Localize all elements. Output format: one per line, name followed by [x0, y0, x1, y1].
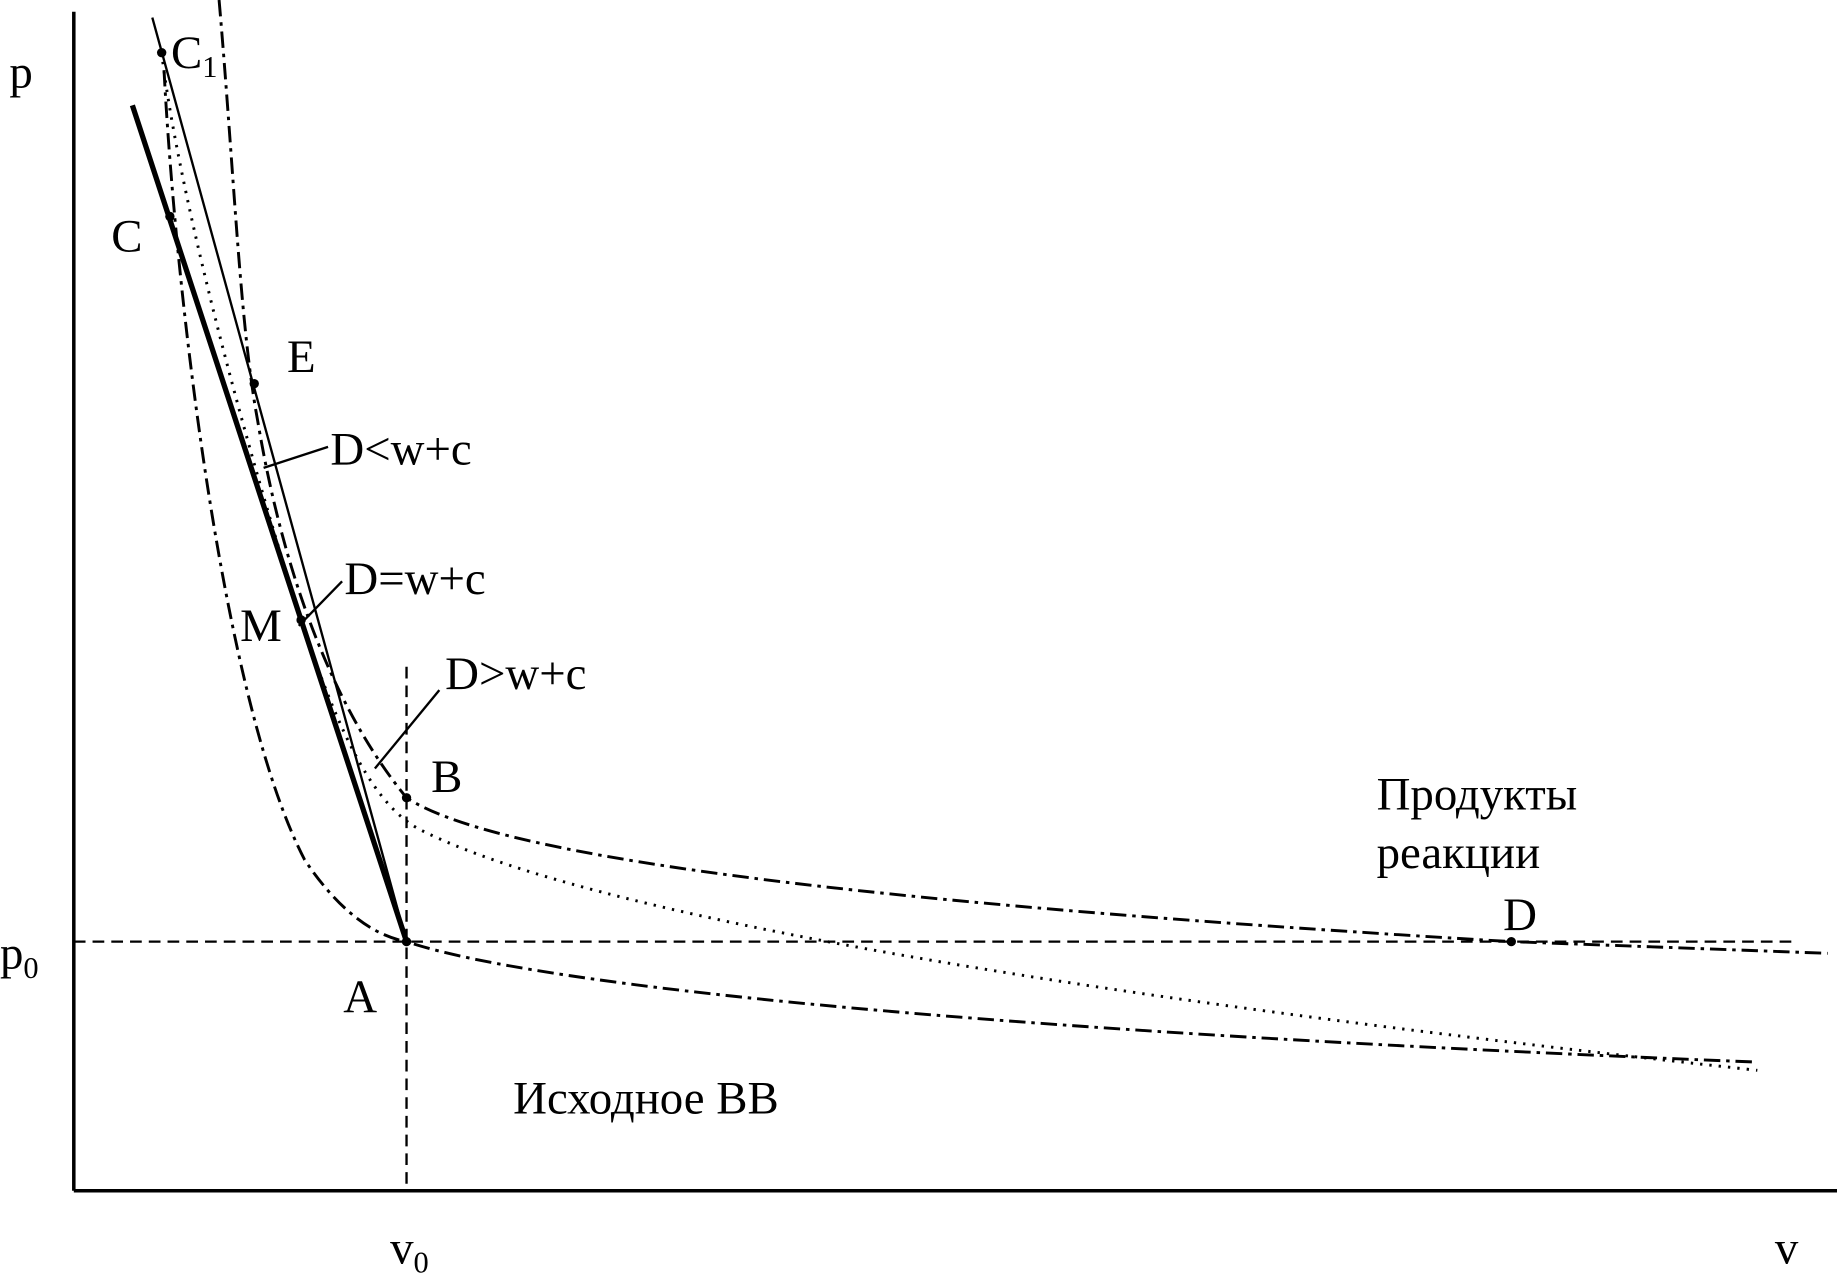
point-label: M [240, 600, 282, 652]
region-label: Продукты [1377, 768, 1578, 820]
point-label: C1 [171, 27, 217, 84]
point-label: E [287, 331, 316, 383]
point [156, 47, 167, 58]
p0-sub: 0 [23, 951, 38, 985]
v0-sub: 0 [414, 1246, 429, 1275]
point-label: C [111, 211, 142, 263]
point [401, 936, 412, 947]
point-label: A [343, 971, 377, 1023]
v0-label: v0 [390, 1222, 429, 1275]
point [1506, 936, 1516, 947]
point-label: D [1503, 889, 1537, 941]
point-label: B [431, 751, 462, 803]
p0-base: p [0, 928, 23, 980]
point [249, 378, 259, 389]
leader [297, 580, 343, 627]
region-label: Исходное ВВ [513, 1073, 779, 1125]
c1-sub: 1 [202, 50, 217, 84]
rayleigh-line [151, 17, 408, 942]
point [401, 793, 412, 803]
c1-base: C [171, 27, 202, 79]
line-label: D>w+c [445, 648, 586, 700]
line-label: D=w+c [344, 553, 485, 605]
region-label: реакции [1377, 827, 1541, 879]
p0-label: p0 [0, 928, 39, 985]
line-label: D<w+c [330, 423, 471, 475]
point [165, 211, 175, 222]
tangent-hugoniot [160, 52, 1758, 1072]
y-axis-label: p [9, 47, 32, 99]
initial-hugoniot [162, 70, 1758, 1064]
tangent-rayleigh-line [129, 104, 410, 943]
leader [263, 445, 329, 470]
products-hugoniot [217, 0, 1828, 955]
leader [373, 689, 441, 770]
point [296, 615, 306, 625]
x-axis-label: v [1775, 1222, 1799, 1274]
v0-base: v [390, 1222, 414, 1274]
